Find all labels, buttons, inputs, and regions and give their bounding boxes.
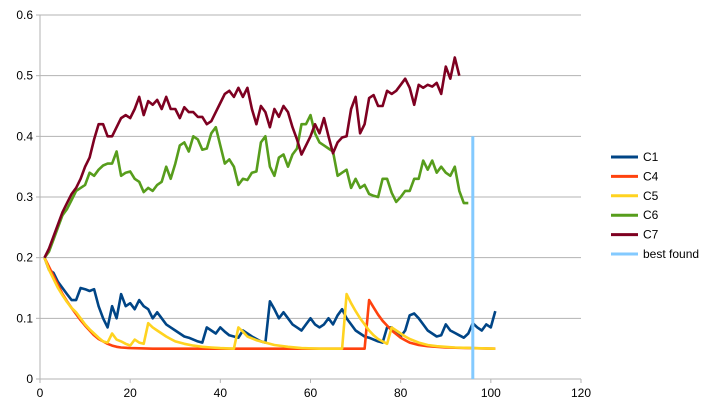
- legend-label: C7: [643, 228, 659, 242]
- x-tick-label: 100: [481, 386, 501, 400]
- y-tick-label: 0.2: [16, 251, 33, 265]
- y-tick-label: 0.1: [16, 311, 33, 325]
- series-line-c1: [43, 257, 497, 344]
- y-tick-label: 0.4: [16, 129, 33, 143]
- legend-label: C4: [643, 169, 659, 183]
- gridlines: [40, 14, 581, 380]
- plot-area: [43, 56, 497, 379]
- x-tick-label: 60: [304, 386, 318, 400]
- x-tick-label: 120: [571, 386, 591, 400]
- y-tick-label: 0.5: [16, 69, 33, 83]
- series-line-c5: [43, 257, 496, 351]
- axes: 0 0.1 0.2 0.3 0.4 0.5 0.6 0 20 40 60 80 100 120: [16, 8, 591, 400]
- legend-label: best found: [643, 247, 699, 261]
- x-tick-label: 40: [214, 386, 228, 400]
- legend: C1 C4 C5 C6 C7 best found: [611, 150, 699, 261]
- legend-label: C5: [643, 189, 659, 203]
- legend-label: C6: [643, 208, 659, 222]
- series-line-c7: [43, 56, 461, 259]
- x-tick-label: 0: [37, 386, 44, 400]
- y-tick-label: 0.3: [16, 190, 33, 204]
- series-line-c6: [43, 113, 469, 259]
- x-tick-label: 20: [123, 386, 137, 400]
- y-tick-label: 0: [26, 372, 33, 386]
- y-tick-label: 0.6: [16, 8, 33, 22]
- x-tick-label: 80: [394, 386, 408, 400]
- legend-label: C1: [643, 150, 659, 164]
